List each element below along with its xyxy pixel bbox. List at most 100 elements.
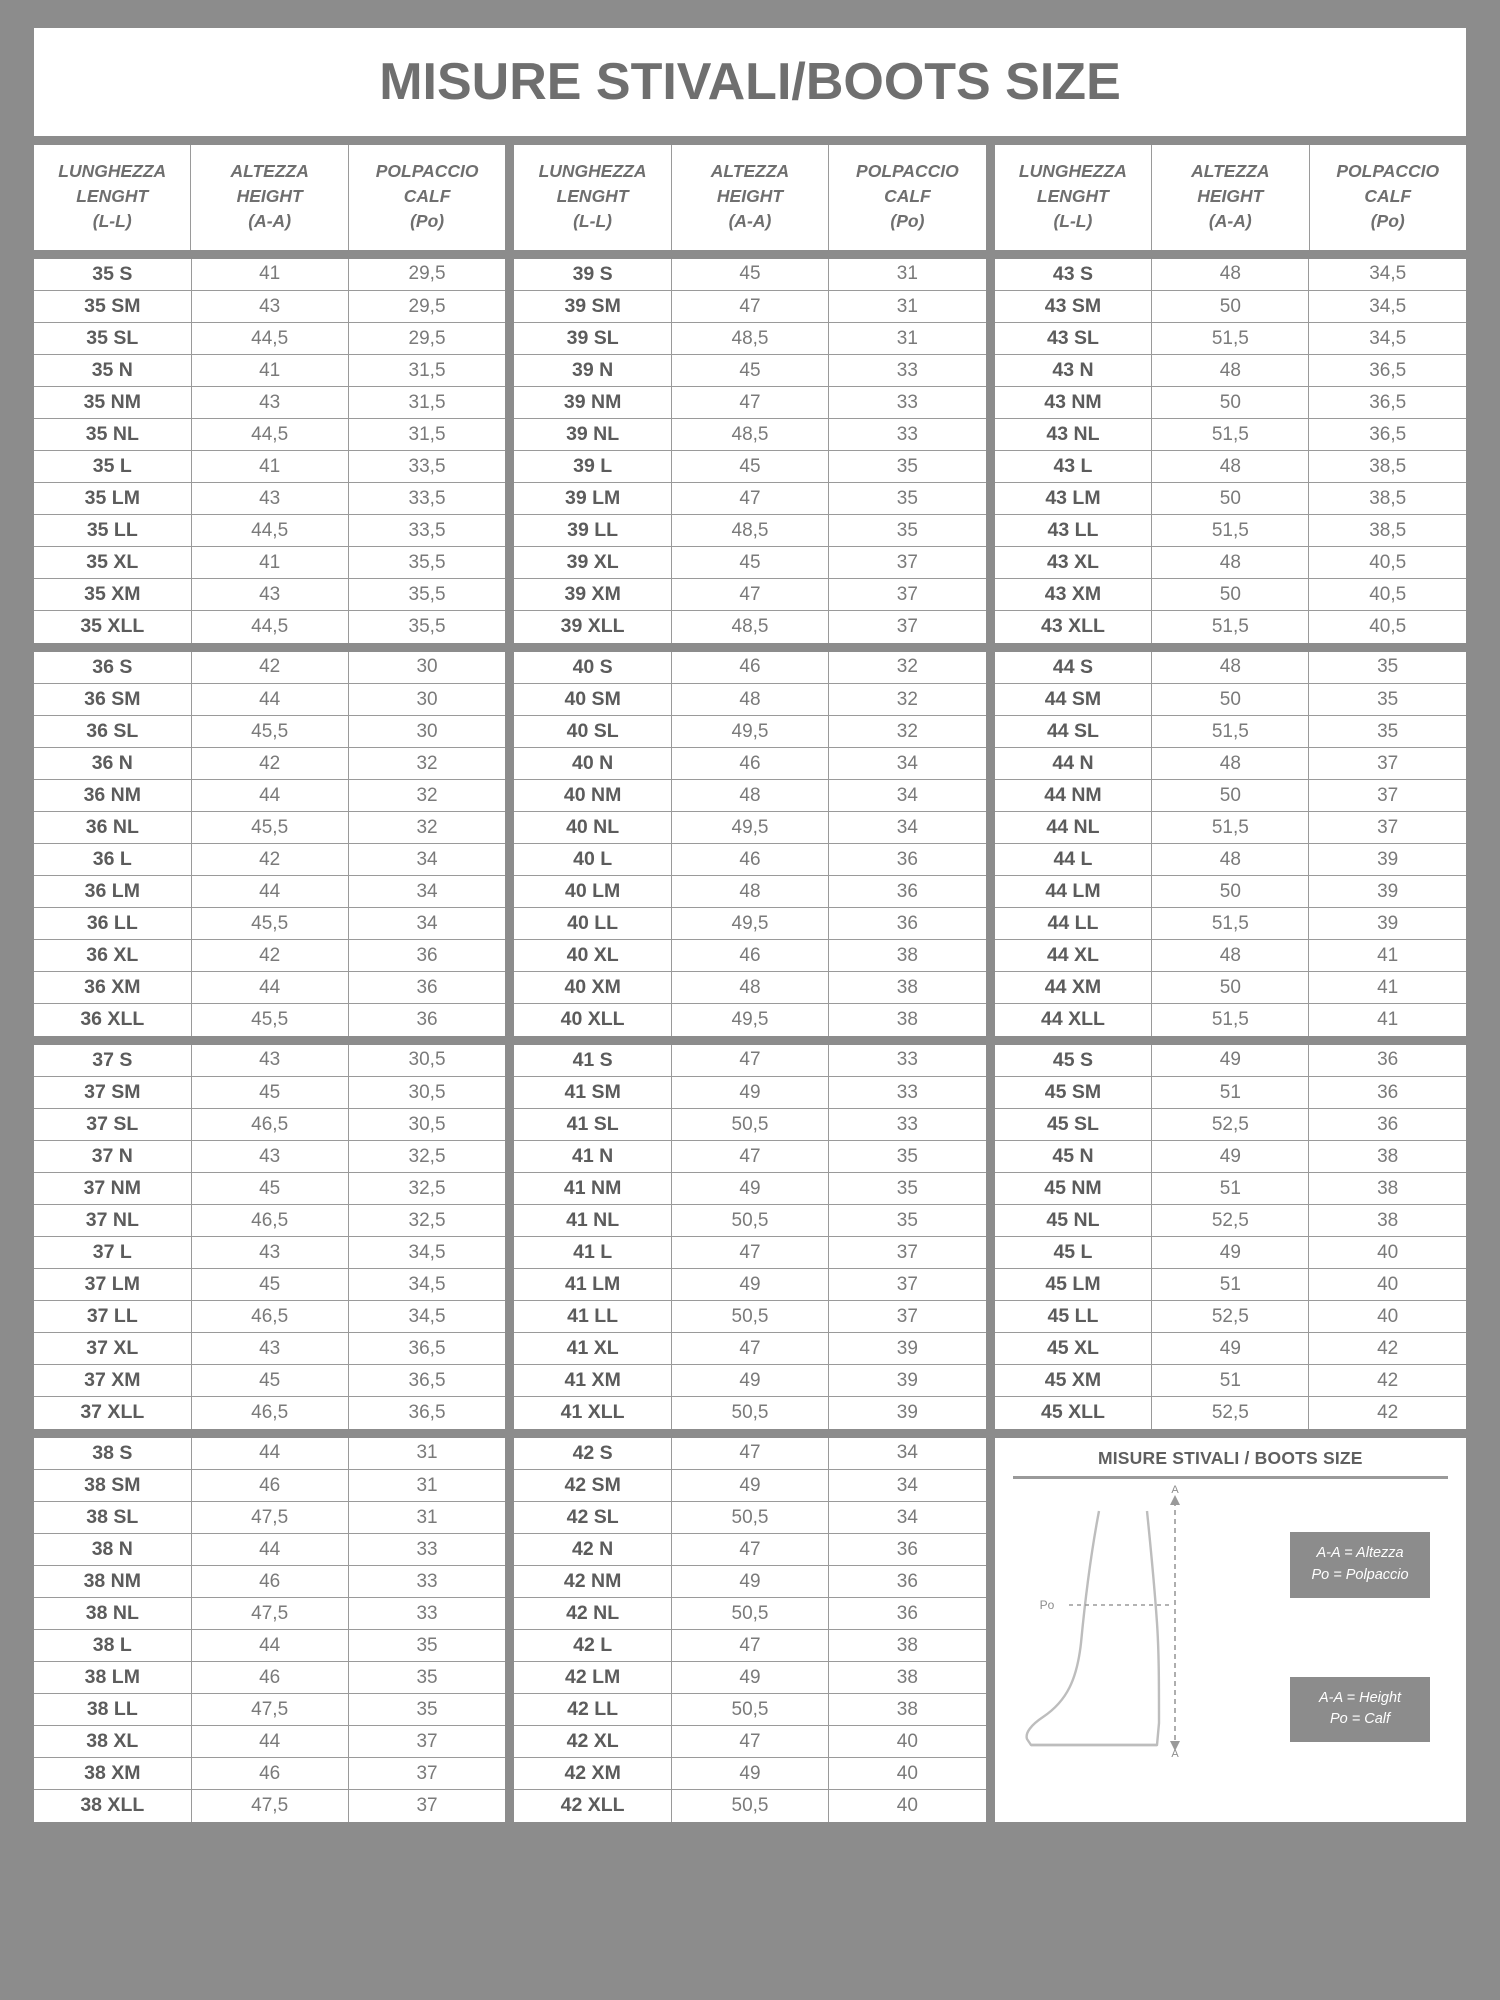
table-row: 36 NL 45,5 32 xyxy=(34,811,506,845)
table-row: 35 LM 43 33,5 xyxy=(34,482,506,516)
table-row: 38 SM 46 31 xyxy=(34,1469,506,1503)
legend-label-line: Po = Polpaccio xyxy=(1311,1566,1409,1583)
cell-height: 50 xyxy=(1151,779,1310,813)
table-row: 35 LL 44,5 33,5 xyxy=(34,514,506,548)
cell-size-code: 45 XM xyxy=(994,1364,1153,1398)
table-row: 40 XL 46 38 xyxy=(514,939,986,973)
cell-calf: 37 xyxy=(348,1725,506,1759)
cell-calf: 35 xyxy=(828,1140,986,1174)
cell-calf: 32,5 xyxy=(348,1204,506,1238)
cell-size-code: 38 XL xyxy=(34,1725,192,1759)
cell-size-code: 42 XL xyxy=(514,1725,672,1759)
cell-size-code: 42 XLL xyxy=(514,1789,672,1822)
cell-height: 50,5 xyxy=(671,1501,830,1535)
cell-height: 51,5 xyxy=(1151,514,1310,548)
cell-height: 48 xyxy=(1151,747,1310,781)
cell-height: 52,5 xyxy=(1151,1300,1310,1334)
cell-size-code: 36 NM xyxy=(34,779,192,813)
cell-size-code: 39 NL xyxy=(514,418,672,452)
cell-calf: 33 xyxy=(348,1533,506,1567)
cell-height: 46,5 xyxy=(191,1300,349,1334)
size-block-36: 36 S 42 30 36 SM 44 30 36 SL 45,5 30 36 N 42 32 36 N… xyxy=(34,651,506,1036)
table-row: 45 NM 51 38 xyxy=(994,1172,1466,1206)
cell-calf: 34 xyxy=(828,1501,986,1535)
column-header-line: (Po) xyxy=(1370,210,1405,231)
cell-size-code: 43 XL xyxy=(994,546,1153,580)
cell-size-code: 37 NL xyxy=(34,1204,192,1238)
table-row: 44 NM 50 37 xyxy=(994,779,1466,813)
table-row: 42 SM 49 34 xyxy=(514,1469,986,1503)
cell-size-code: 43 XM xyxy=(994,578,1153,612)
table-row: 36 XM 44 36 xyxy=(34,971,506,1005)
cell-calf: 35 xyxy=(348,1693,506,1727)
table-row: 42 XM 49 40 xyxy=(514,1757,986,1791)
column-header-line: (L-L) xyxy=(92,210,132,231)
cell-height: 48,5 xyxy=(671,514,830,548)
cell-calf: 41 xyxy=(1377,1008,1399,1030)
cell-calf: 36 xyxy=(416,1008,438,1030)
cell-size-code: 36 S xyxy=(34,651,192,685)
column-header-line: LENGHT xyxy=(76,185,149,206)
cell-size-code: 44 XM xyxy=(994,971,1153,1005)
svg-text:A: A xyxy=(1171,1748,1179,1758)
cell-calf: 36 xyxy=(828,843,986,877)
cell-height: 50,5 xyxy=(671,1789,830,1822)
size-block-35: 35 S 41 29,5 35 SM 43 29,5 35 SL 44,5 29,5 35 N 41… xyxy=(34,258,506,643)
cell-size-code: 38 NM xyxy=(34,1565,192,1599)
cell-calf: 36 xyxy=(1308,1044,1466,1078)
cell-size-code: 44 N xyxy=(994,747,1153,781)
cell-size-code: 36 LM xyxy=(34,875,192,909)
column-header-line: CALF xyxy=(1364,185,1412,206)
cell-calf: 38,5 xyxy=(1308,482,1466,516)
column-header-line: (A-A) xyxy=(248,210,292,231)
cell-height: 47 xyxy=(671,1332,830,1366)
cell-height: 51,5 xyxy=(1151,811,1310,845)
table-row: 44 XL 48 41 xyxy=(994,939,1466,973)
cell-height: 52,5 xyxy=(1151,1396,1310,1429)
table-row: 41 XM 49 39 xyxy=(514,1364,986,1398)
cell-calf: 35 xyxy=(1308,715,1466,749)
cell-calf: 34 xyxy=(348,907,506,941)
cell-height: 44 xyxy=(191,1725,349,1759)
table-row: 37 XL 43 36,5 xyxy=(34,1332,506,1366)
table-row: 45 XLL 52,5 42 xyxy=(994,1396,1466,1429)
table-row: 39 XL 45 37 xyxy=(514,546,986,580)
table-row: 39 LL 48,5 35 xyxy=(514,514,986,548)
table-row: 41 XLL 50,5 39 xyxy=(514,1396,985,1429)
cell-height: 46,5 xyxy=(191,1204,349,1238)
cell-calf: 40,5 xyxy=(1369,615,1407,637)
table-row: 37 N 43 32,5 xyxy=(34,1140,506,1174)
legend-body: A A Po A-A = Altezza Po = Polpaccio A-A = Hei… xyxy=(1007,1483,1454,1810)
table-row: 40 SL 49,5 32 xyxy=(514,715,986,749)
cell-size-code: 37 XM xyxy=(34,1364,192,1398)
cell-size-code: 40 S xyxy=(514,651,672,685)
cell-size-code: 41 XLL xyxy=(514,1396,672,1429)
column-header-line: LENGHT xyxy=(556,185,629,206)
column-header-line: ALTEZZA xyxy=(1191,161,1270,181)
legend-label-line: A-A = Height xyxy=(1318,1689,1402,1706)
cell-size-code: 42 LL xyxy=(514,1693,672,1727)
table-row: 45 NL 52,5 38 xyxy=(994,1204,1466,1238)
cell-size-code: 36 SM xyxy=(34,683,192,717)
table-row: 45 N 49 38 xyxy=(994,1140,1466,1174)
column-header-line: LUNGHEZZA xyxy=(58,161,167,181)
table-row: 38 LM 46 35 xyxy=(34,1661,506,1695)
cell-calf: 31 xyxy=(828,290,986,324)
table-row: 44 XM 50 41 xyxy=(994,971,1466,1005)
cell-height: 47 xyxy=(671,578,830,612)
table-row: 36 XLL 45,5 36 xyxy=(34,1003,505,1036)
cell-height: 47 xyxy=(671,386,830,420)
table-row: 36 XL 42 36 xyxy=(34,939,506,973)
column-header-line: POLPACCIO xyxy=(856,161,959,181)
size-table: 35 S 41 29,5 35 SM 43 29,5 35 SL 44,5 29,5 35 N 41… xyxy=(34,258,506,643)
table-row: 45 SM 51 36 xyxy=(994,1076,1466,1110)
cell-calf: 32 xyxy=(828,683,986,717)
cell-height: 51,5 xyxy=(1151,907,1310,941)
table-row: 44 LL 51,5 39 xyxy=(994,907,1466,941)
size-table: 38 S 44 31 38 SM 46 31 38 SL 47,5 31 38 N 44 33 38 N… xyxy=(34,1437,506,1822)
cell-size-code: 37 L xyxy=(34,1236,192,1270)
cell-calf: 41 xyxy=(1308,971,1466,1005)
table-row: 42 SL 50,5 34 xyxy=(514,1501,986,1535)
cell-size-code: 45 SL xyxy=(994,1108,1153,1142)
